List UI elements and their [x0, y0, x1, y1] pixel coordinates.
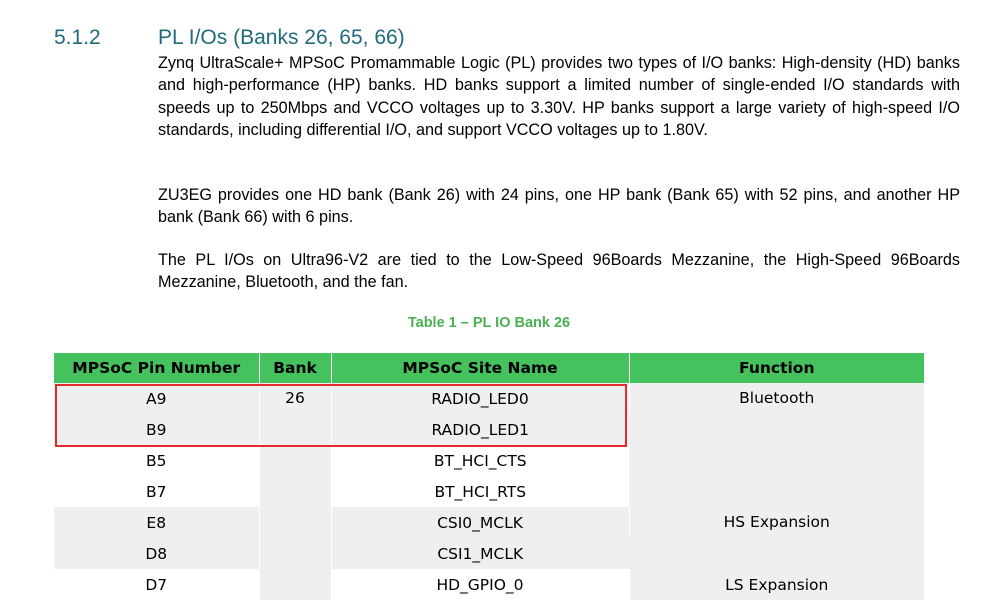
header-pin-number: MPSoC Pin Number: [54, 353, 260, 383]
header-function: Function: [629, 353, 924, 383]
site-cell: CSI1_MCLK: [331, 538, 629, 569]
section-number: 5.1.2: [54, 26, 101, 49]
table-row: D7 HD_GPIO_0 LS Expansion: [54, 569, 924, 600]
table-header-row: MPSoC Pin Number Bank MPSoC Site Name Fu…: [54, 353, 924, 383]
table-row: B5 BT_HCI_CTS: [54, 445, 924, 476]
paragraph-pl-banks: Zynq UltraScale+ MPSoC Promammable Logic…: [158, 54, 960, 139]
table-row: D8 CSI1_MCLK: [54, 538, 924, 569]
table-row: B9 RADIO_LED1: [54, 414, 924, 445]
site-cell: RADIO_LED0: [331, 383, 630, 414]
pin-cell: B7: [54, 476, 260, 507]
site-cell: RADIO_LED1: [331, 414, 629, 445]
header-site-name: MPSoC Site Name: [331, 353, 630, 383]
table-caption: Table 1 – PL IO Bank 26: [407, 315, 571, 331]
pl-io-bank-table: MPSoC Pin Number Bank MPSoC Site Name Fu…: [54, 353, 924, 600]
pin-cell: B9: [54, 414, 260, 445]
table-row: B7 BT_HCI_RTS: [54, 476, 924, 507]
pin-cell: E8: [54, 507, 260, 538]
function-cell-bluetooth: Bluetooth: [629, 383, 924, 507]
table-row: E8 CSI0_MCLK HS Expansion: [54, 507, 924, 569]
paragraph-pl-io-connections: The PL I/Os on Ultra96-V2 are tied to th…: [158, 251, 960, 292]
header-bank: Bank: [259, 353, 332, 383]
pin-cell: D7: [54, 569, 260, 600]
site-cell: HD_GPIO_0: [331, 569, 630, 600]
function-cell-ls-expansion: LS Expansion: [629, 569, 924, 600]
paragraph-zu3eg-banks: ZU3EG provides one HD bank (Bank 26) wit…: [158, 186, 960, 227]
function-cell-hs-expansion: HS Expansion: [629, 507, 924, 569]
section-title: PL I/Os (Banks 26, 65, 66): [158, 26, 405, 49]
site-cell: BT_HCI_RTS: [331, 476, 629, 507]
site-cell: CSI0_MCLK: [331, 507, 630, 538]
table-row: A9 26 RADIO_LED0 Bluetooth: [54, 383, 924, 600]
pin-cell: B5: [54, 445, 260, 476]
bank-cell: 26: [259, 383, 332, 600]
site-cell: BT_HCI_CTS: [331, 445, 629, 476]
pin-cell: D8: [54, 538, 260, 569]
pin-cell: A9: [54, 383, 260, 414]
